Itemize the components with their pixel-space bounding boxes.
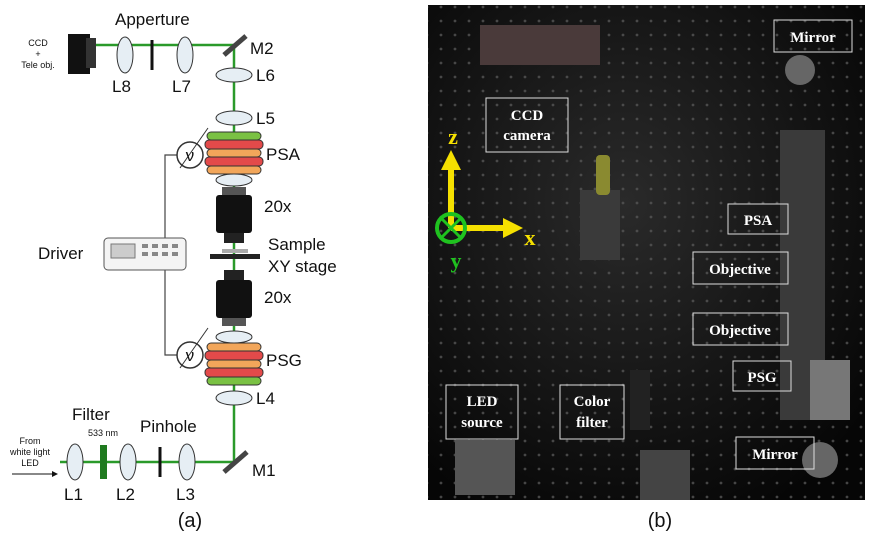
lens-l8 bbox=[116, 36, 134, 74]
hardware bbox=[455, 25, 850, 500]
objective-bottom bbox=[216, 270, 252, 326]
photo-label: PSG bbox=[747, 370, 777, 386]
panel-b: z x y Mirror CCD camera PSA Objective Ob… bbox=[428, 5, 865, 532]
label: Pinhole bbox=[140, 417, 197, 436]
label: PSG bbox=[266, 351, 302, 370]
photo-label: CCD bbox=[511, 108, 544, 124]
photo-label: Objective bbox=[709, 323, 771, 339]
label: L8 bbox=[112, 77, 131, 96]
label: LED bbox=[21, 458, 39, 468]
mirror-m1 bbox=[222, 450, 249, 474]
photo-label: Objective bbox=[709, 262, 771, 278]
photo-label: filter bbox=[576, 415, 608, 431]
label: Tele obj. bbox=[21, 60, 55, 70]
label: PSA bbox=[266, 145, 301, 164]
objective-top bbox=[216, 187, 252, 243]
photo-label: PSA bbox=[744, 213, 773, 229]
label: L3 bbox=[176, 485, 195, 504]
lens-l5 bbox=[215, 110, 253, 126]
label: 533 nm bbox=[88, 428, 118, 438]
ccd-camera bbox=[68, 34, 90, 74]
label: Driver bbox=[38, 244, 84, 263]
label: + bbox=[35, 49, 40, 59]
label: L1 bbox=[64, 485, 83, 504]
label: L7 bbox=[172, 77, 191, 96]
label: white light bbox=[9, 447, 51, 457]
lens-l6 bbox=[215, 67, 253, 83]
filter bbox=[100, 445, 107, 479]
label: 20x bbox=[264, 197, 292, 216]
label: L5 bbox=[256, 109, 275, 128]
panel-a: ν ν Apperture CCD + Tele obj. L8 L7 M2 L… bbox=[9, 10, 337, 532]
caption: (b) bbox=[648, 510, 672, 532]
axes: z x y bbox=[435, 124, 536, 273]
label: L6 bbox=[256, 66, 275, 85]
axis-label: z bbox=[448, 124, 458, 149]
photo-label: source bbox=[461, 415, 503, 431]
psg bbox=[204, 330, 264, 386]
caption: (a) bbox=[178, 510, 202, 532]
lens-l4 bbox=[215, 390, 253, 406]
photo-label: Color bbox=[574, 394, 611, 410]
label: L4 bbox=[256, 389, 275, 408]
sample-stage bbox=[210, 254, 260, 259]
voltmeter-psg bbox=[176, 341, 204, 369]
lens-l3 bbox=[178, 443, 196, 481]
label: M2 bbox=[250, 39, 274, 58]
driver bbox=[103, 237, 187, 271]
psa bbox=[204, 131, 264, 187]
label: XY stage bbox=[268, 257, 337, 276]
voltmeter-psa bbox=[176, 141, 204, 169]
axis-label: y bbox=[451, 248, 462, 273]
label: 20x bbox=[264, 288, 292, 307]
axis-label: x bbox=[525, 225, 536, 250]
label: Filter bbox=[72, 405, 110, 424]
label: M1 bbox=[252, 461, 276, 480]
mirror-m2 bbox=[222, 34, 248, 57]
label: Apperture bbox=[115, 10, 190, 29]
lens-l1 bbox=[66, 443, 84, 481]
label: CCD bbox=[28, 38, 48, 48]
voltmeter-symbol: ν bbox=[186, 346, 195, 365]
lens-l7 bbox=[176, 36, 194, 74]
photo-label: Mirror bbox=[752, 447, 798, 463]
photo-label: Mirror bbox=[790, 30, 836, 46]
label: From bbox=[20, 436, 41, 446]
label: Sample bbox=[268, 235, 326, 254]
photo-label: camera bbox=[503, 128, 551, 144]
voltmeter-symbol: ν bbox=[186, 146, 195, 165]
photo-label: LED bbox=[467, 394, 498, 410]
lens-l2 bbox=[119, 443, 137, 481]
label: L2 bbox=[116, 485, 135, 504]
